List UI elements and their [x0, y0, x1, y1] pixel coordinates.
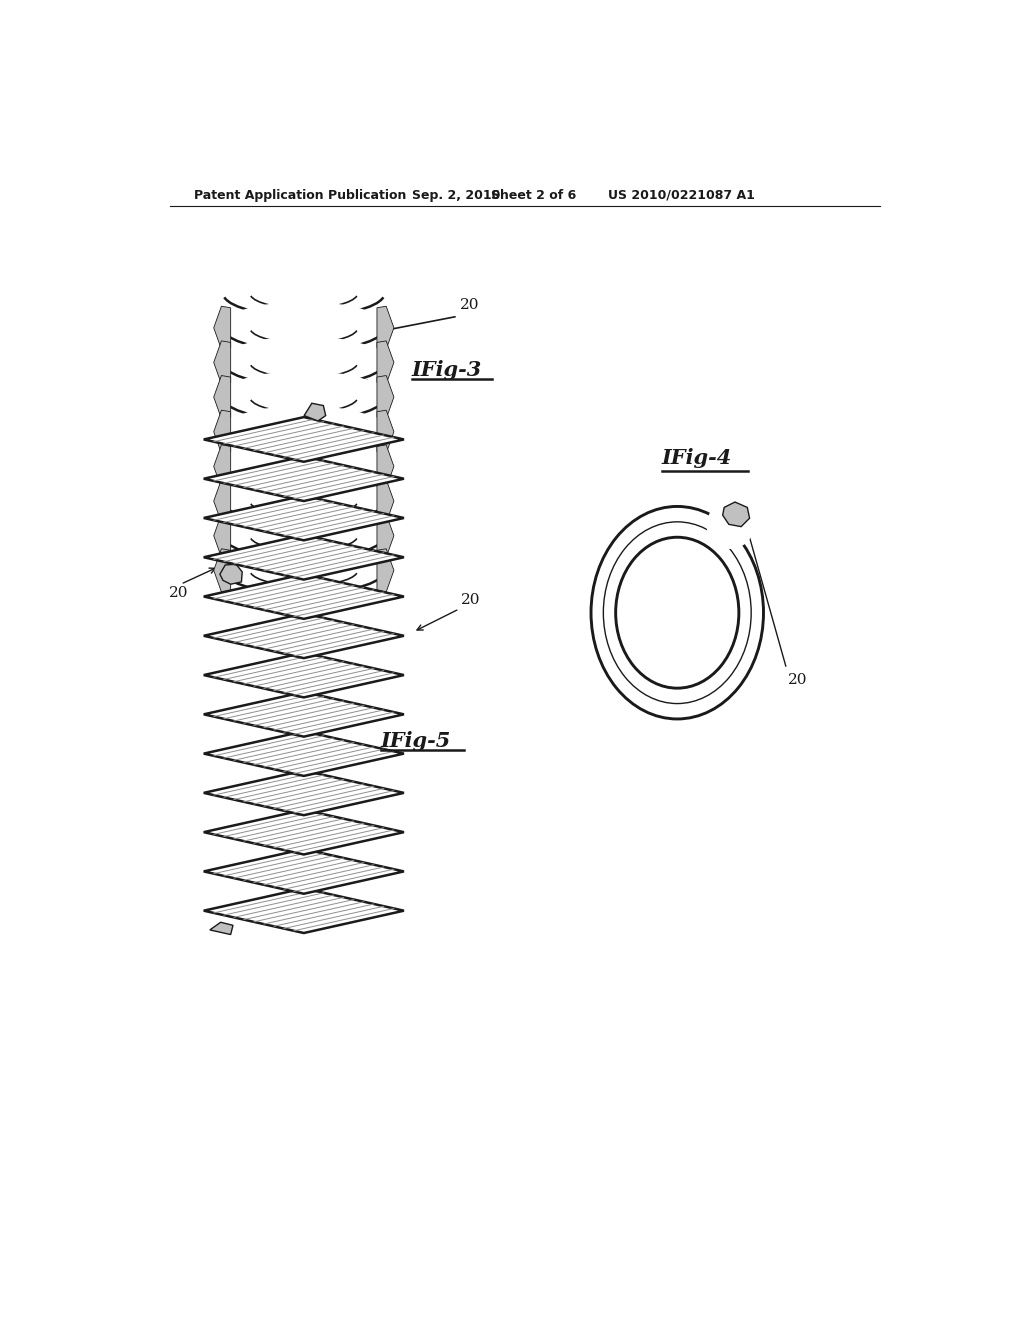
Polygon shape [204, 417, 403, 462]
Polygon shape [377, 445, 394, 488]
Polygon shape [204, 771, 403, 816]
Ellipse shape [591, 507, 764, 719]
Text: 20: 20 [788, 673, 808, 686]
Ellipse shape [220, 267, 388, 319]
Polygon shape [377, 341, 394, 384]
Polygon shape [204, 731, 403, 776]
Ellipse shape [707, 502, 755, 549]
Ellipse shape [220, 405, 388, 458]
Text: 28: 28 [261, 378, 279, 392]
Ellipse shape [603, 521, 752, 704]
Polygon shape [377, 376, 394, 418]
Text: IFig-3: IFig-3 [412, 360, 482, 380]
Ellipse shape [220, 544, 388, 597]
Text: 22: 22 [283, 591, 302, 605]
Polygon shape [204, 574, 403, 619]
Polygon shape [214, 306, 230, 350]
Ellipse shape [220, 510, 388, 562]
Text: 27: 27 [351, 379, 369, 393]
Polygon shape [204, 614, 403, 659]
Text: Sep. 2, 2010: Sep. 2, 2010 [412, 189, 500, 202]
Polygon shape [204, 888, 403, 933]
Text: Patent Application Publication: Patent Application Publication [195, 189, 407, 202]
Polygon shape [377, 411, 394, 453]
Ellipse shape [220, 302, 388, 354]
Text: 29: 29 [265, 355, 283, 368]
Polygon shape [214, 515, 230, 557]
Polygon shape [204, 496, 403, 540]
Polygon shape [377, 549, 394, 591]
Polygon shape [304, 404, 326, 421]
Polygon shape [220, 564, 243, 585]
Text: IFig-4: IFig-4 [662, 447, 732, 469]
Polygon shape [204, 535, 403, 579]
Text: US 2010/0221087 A1: US 2010/0221087 A1 [608, 189, 755, 202]
Text: IFig-5: IFig-5 [381, 731, 451, 751]
Polygon shape [377, 515, 394, 557]
Ellipse shape [615, 537, 739, 688]
Polygon shape [377, 306, 394, 350]
Polygon shape [204, 849, 403, 894]
Ellipse shape [220, 475, 388, 527]
Polygon shape [210, 923, 233, 935]
Text: 20: 20 [461, 593, 480, 607]
Polygon shape [204, 457, 403, 502]
Text: 26: 26 [334, 384, 351, 397]
Polygon shape [214, 341, 230, 384]
Ellipse shape [220, 371, 388, 424]
Ellipse shape [220, 441, 388, 492]
Text: 24: 24 [351, 488, 371, 502]
Polygon shape [214, 376, 230, 418]
Polygon shape [204, 653, 403, 697]
Ellipse shape [220, 337, 388, 388]
Text: 20: 20 [169, 586, 188, 599]
Polygon shape [377, 479, 394, 523]
Text: Sheet 2 of 6: Sheet 2 of 6 [490, 189, 577, 202]
Polygon shape [214, 411, 230, 453]
Text: 20: 20 [460, 298, 479, 313]
Polygon shape [204, 810, 403, 854]
Polygon shape [214, 479, 230, 523]
Polygon shape [204, 692, 403, 737]
Text: 25: 25 [334, 352, 351, 367]
Polygon shape [214, 549, 230, 591]
Polygon shape [214, 445, 230, 488]
Polygon shape [723, 502, 750, 527]
